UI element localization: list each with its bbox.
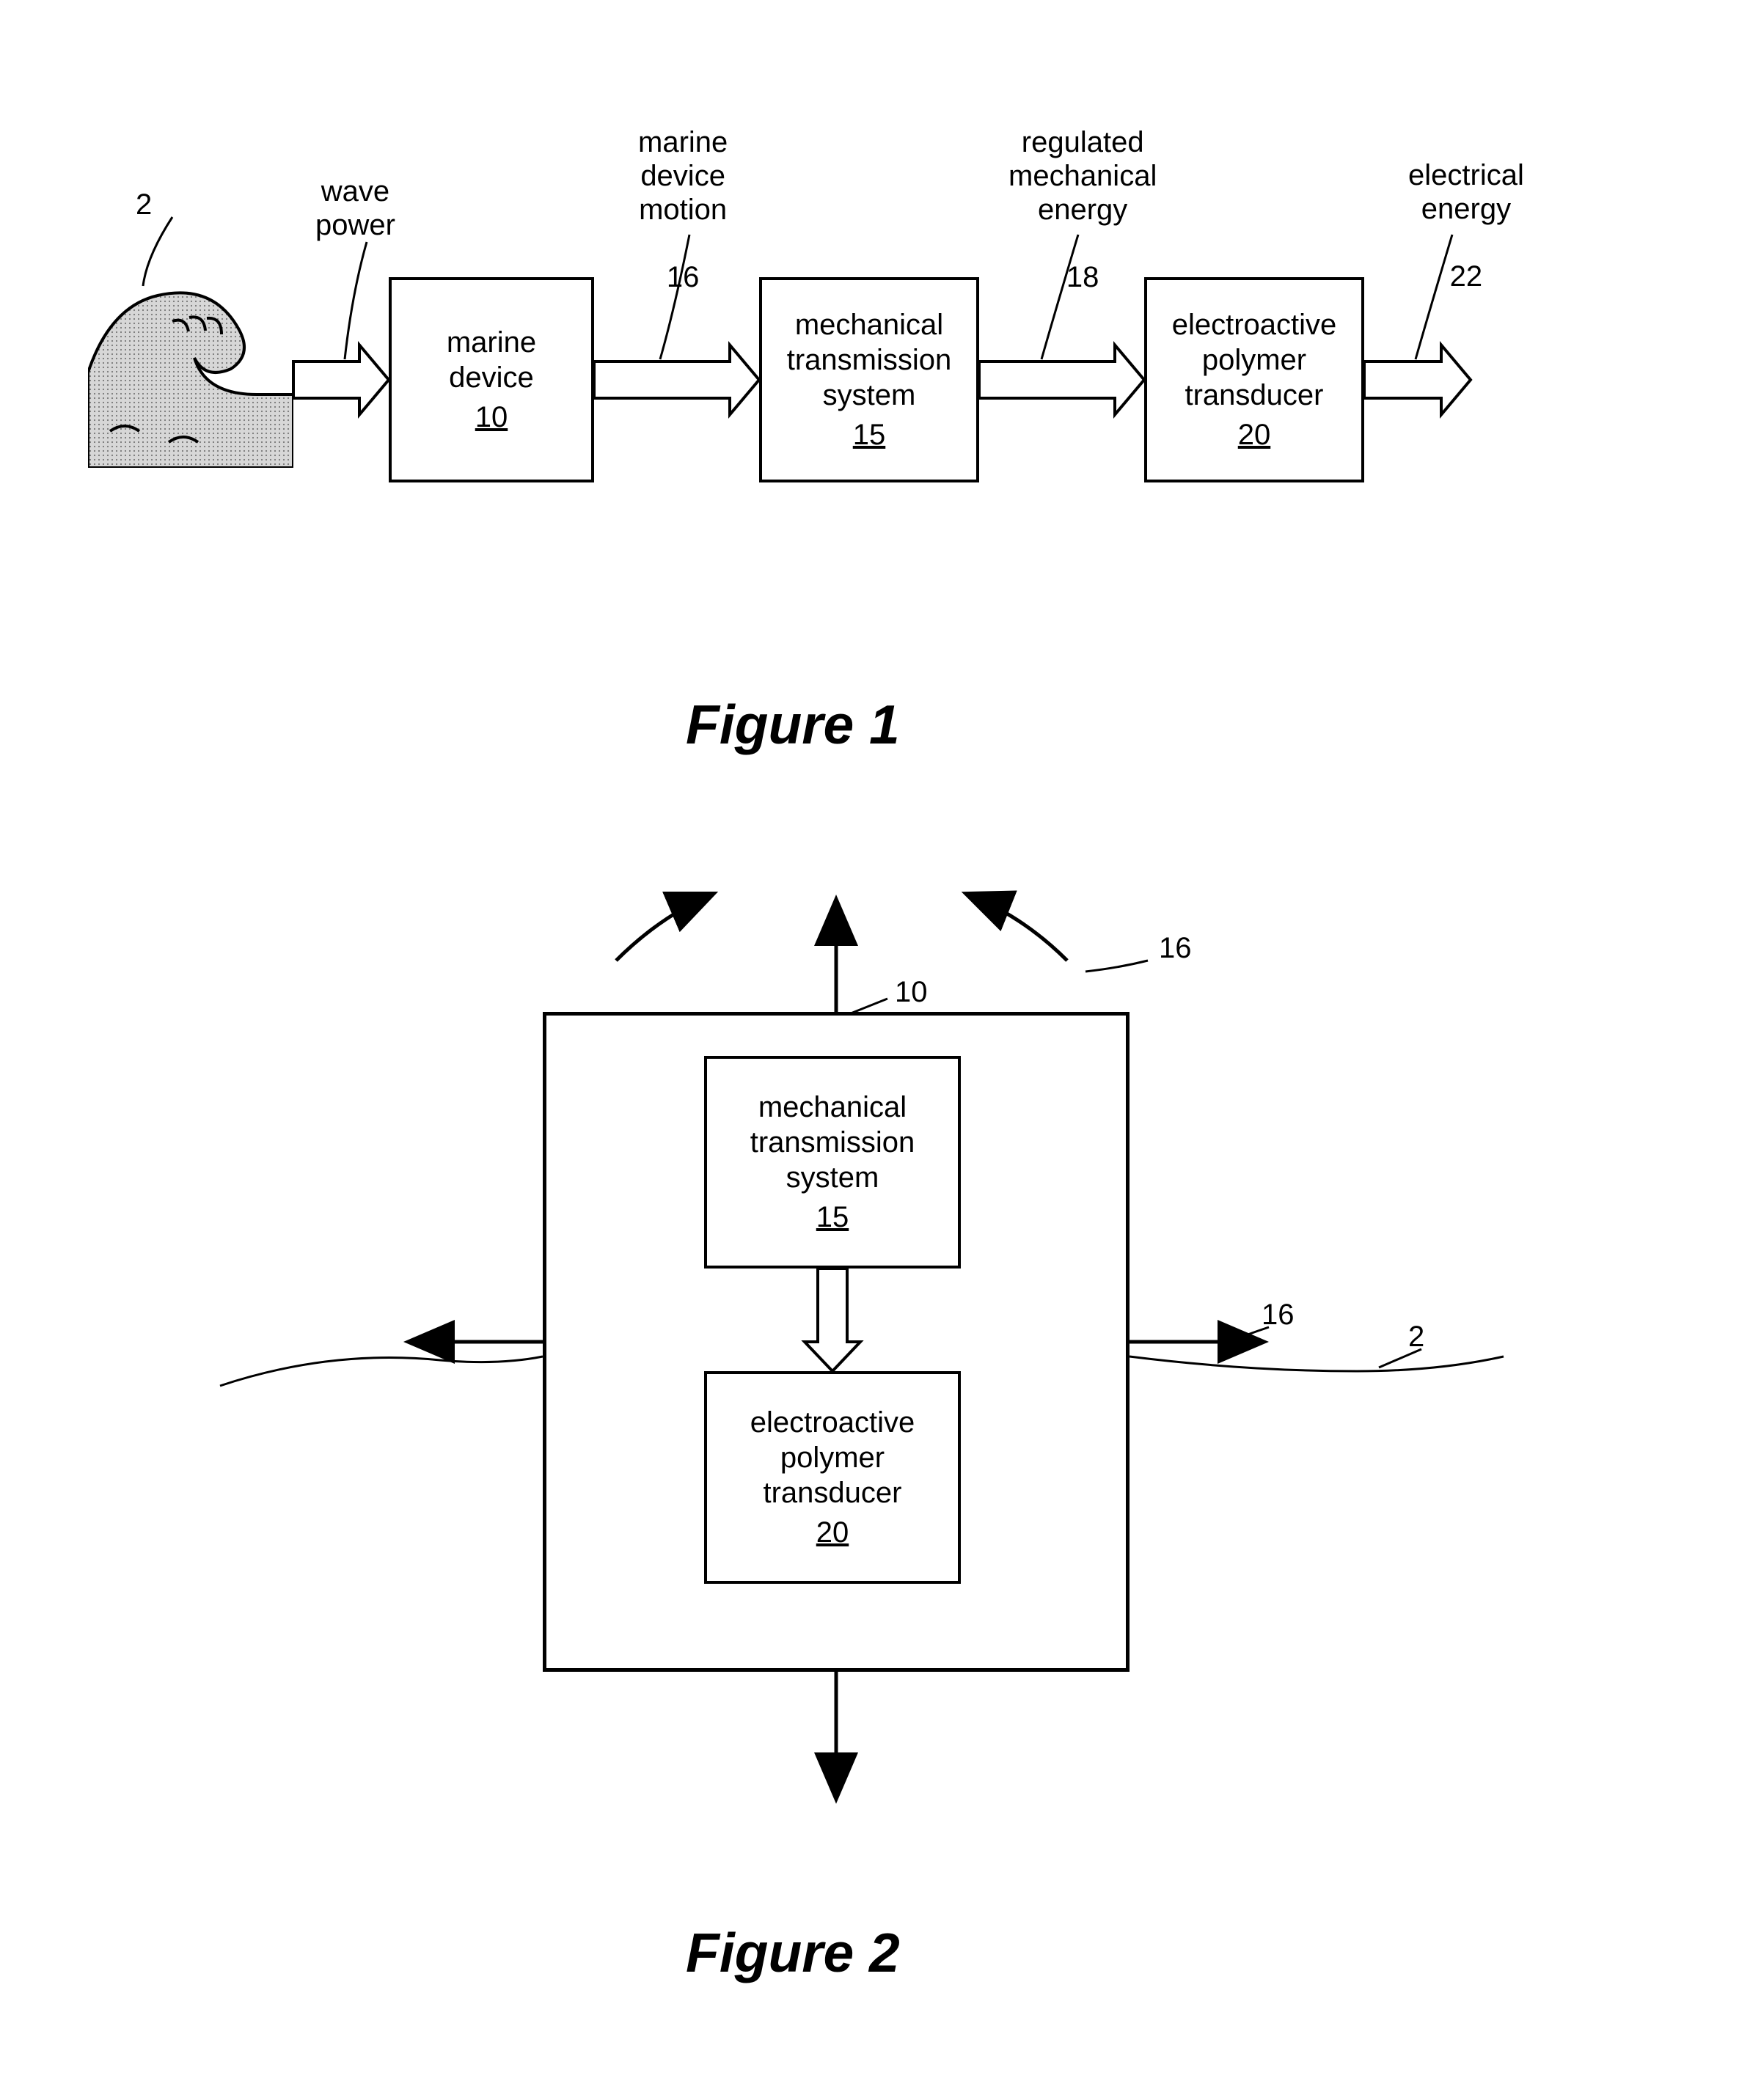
label-electrical: electrical energy 22 xyxy=(1408,125,1524,293)
figure2-title: Figure 2 xyxy=(686,1921,900,1984)
box-marine-device: marine device 10 xyxy=(389,277,594,482)
box-marine-device-num: 10 xyxy=(475,400,508,435)
ref-16-top-fig2: 16 xyxy=(1159,931,1192,965)
box-transducer-fig1: electroactive polymer transducer 20 xyxy=(1144,277,1364,482)
wave-icon xyxy=(88,277,293,468)
box-mech-trans-fig1-text: mechanical transmission system xyxy=(787,307,952,413)
label-regulated: regulated mechanical energy 18 xyxy=(1008,92,1157,294)
ref-16-side-fig2: 16 xyxy=(1262,1298,1295,1332)
label-wave-power: wave power xyxy=(315,175,395,242)
box-mech-trans-fig1: mechanical transmission system 15 xyxy=(759,277,979,482)
box-transducer-fig2: electroactive polymer transducer 20 xyxy=(704,1371,961,1584)
box-transducer-fig1-text: electroactive polymer transducer xyxy=(1172,307,1337,413)
box-mech-trans-fig2: mechanical transmission system 15 xyxy=(704,1056,961,1269)
box-mech-trans-fig1-num: 15 xyxy=(853,417,886,452)
box-marine-device-text: marine device xyxy=(447,325,536,395)
box-transducer-fig1-num: 20 xyxy=(1238,417,1271,452)
box-mech-trans-fig2-text: mechanical transmission system xyxy=(750,1090,915,1195)
label-marine-motion: marine device motion 16 xyxy=(638,92,728,294)
page: marine device 10 mechanical transmission… xyxy=(0,0,1739,2100)
box-transducer-fig2-num: 20 xyxy=(816,1515,849,1550)
figure1-title: Figure 1 xyxy=(686,693,900,756)
box-mech-trans-fig2-num: 15 xyxy=(816,1200,849,1235)
label-wave-ref-2: 2 xyxy=(136,188,152,221)
ref-10-fig2: 10 xyxy=(895,975,928,1009)
box-transducer-fig2-text: electroactive polymer transducer xyxy=(750,1405,915,1510)
ref-2-fig2: 2 xyxy=(1408,1320,1424,1354)
